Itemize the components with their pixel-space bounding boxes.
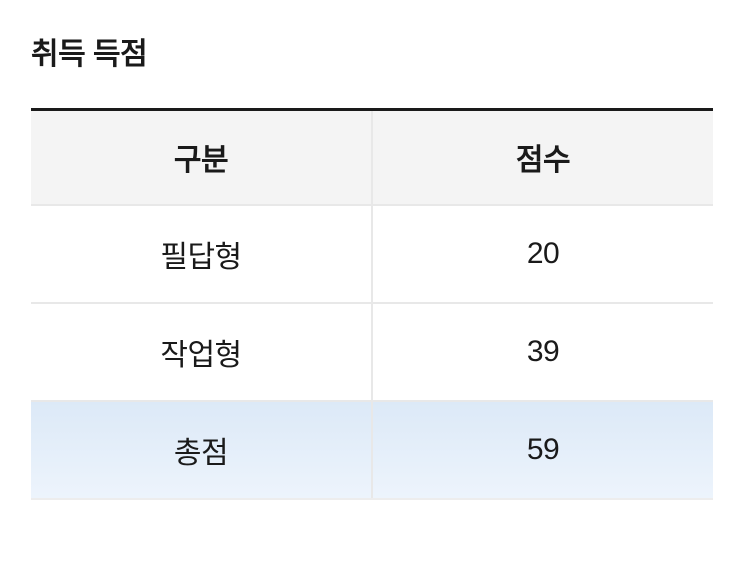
header-row: 구분 점수 <box>31 109 713 206</box>
row-label-written: 필답형 <box>31 205 373 304</box>
score-table-body: 필답형 20 작업형 39 총점 59 <box>31 205 713 500</box>
row-value-total: 59 <box>372 401 713 500</box>
row-value-written: 20 <box>372 205 713 304</box>
table-row-total: 총점 59 <box>31 401 713 500</box>
score-table: 구분 점수 필답형 20 작업형 39 총점 59 <box>31 107 713 500</box>
page-title: 취득 득점 <box>31 38 148 71</box>
row-label-total: 총점 <box>31 401 373 500</box>
row-value-practical: 39 <box>372 303 713 402</box>
column-header-score: 점수 <box>372 109 713 206</box>
table-row-practical: 작업형 39 <box>31 303 713 402</box>
table-row-written: 필답형 20 <box>31 205 713 304</box>
column-header-category: 구분 <box>31 109 373 206</box>
page-content: 취득 득점 구분 점수 필답형 20 작업형 39 총점 59 <box>31 38 713 500</box>
score-table-header: 구분 점수 <box>31 109 713 206</box>
row-label-practical: 작업형 <box>31 303 373 402</box>
